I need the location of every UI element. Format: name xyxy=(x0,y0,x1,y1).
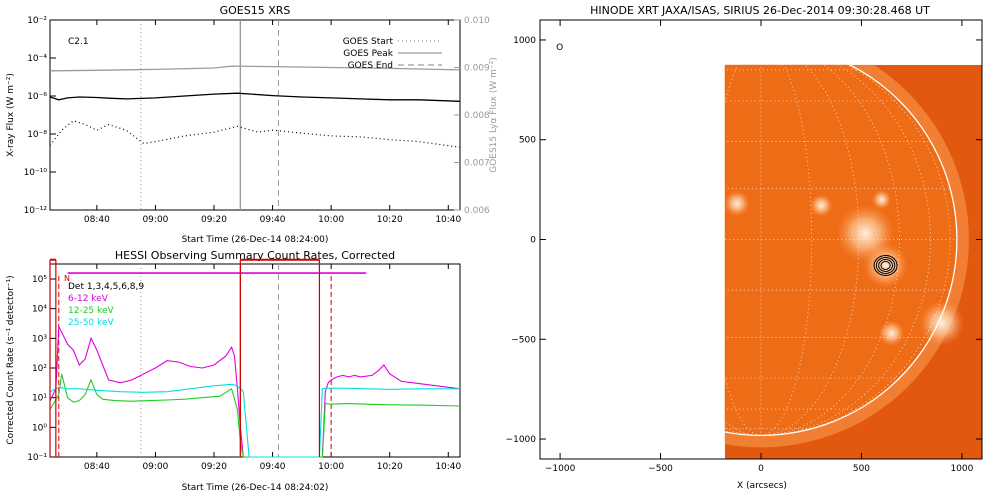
goes-series-group xyxy=(49,20,461,210)
bright-region xyxy=(919,300,965,346)
goes-y-tick-label: 10⁻⁸ xyxy=(27,130,47,140)
goes-x-tick-label: 10:00 xyxy=(318,215,344,225)
xrt-image-content xyxy=(724,64,982,459)
xrt-image-panel: HINODE XRT JAXA/ISAS, SIRIUS 26-Dec-2014… xyxy=(506,4,983,491)
goes-y2-tick-label: 0.009 xyxy=(464,64,490,74)
goes-legend-label: GOES Start xyxy=(343,37,394,47)
hessi-count-rate-chart: HESSI Observing Summary Count Rates, Cor… xyxy=(6,250,462,493)
hessi-legend: Det 1,3,4,5,6,8,9 6-12 keV 12-25 keV 25-50 … xyxy=(68,282,144,328)
image-tick-group: −1000 −500 0 500 1000 −1000 −500 0 500 1000 xyxy=(506,20,982,474)
hessi-y-tick-label: 10¹ xyxy=(32,394,47,404)
hessi-title: HESSI Observing Summary Count Rates, Cor… xyxy=(115,250,395,262)
hessi-y-tick-label: 10³ xyxy=(32,334,47,344)
goes-x-tick-label: 09:40 xyxy=(260,215,286,225)
hessi-x-tick-label: 09:20 xyxy=(201,462,227,472)
hessi-plot-frame xyxy=(49,263,461,458)
goes-y2-tick-label: 0.007 xyxy=(464,159,490,169)
goes-y2-tick-label: 0.010 xyxy=(464,16,490,26)
goes-legend: GOES Start GOES Peak GOES End xyxy=(343,37,442,71)
goes-x-tick-label: 09:00 xyxy=(142,215,168,225)
goes-y-tick-label: 10⁻¹⁰ xyxy=(24,168,48,178)
longitude-line xyxy=(760,64,900,436)
hessi-legend-label: 12-25 keV xyxy=(68,306,114,316)
goes-series-line-0 xyxy=(49,92,461,102)
solar-disk xyxy=(724,64,957,436)
goes-x-tick-label: 10:20 xyxy=(377,215,403,225)
image-x-axis-label: X (arcsecs) xyxy=(737,481,787,491)
longitude-line xyxy=(760,64,860,436)
hessi-series-line-1 xyxy=(49,373,461,458)
image-x-tick-label: 500 xyxy=(853,464,870,474)
hessi-y-axis-label: Corrected Count Rate (s⁻¹ detector⁻¹) xyxy=(6,275,16,444)
hessi-y-tick-label: 10² xyxy=(32,364,47,374)
hessi-x-tick-label: 09:00 xyxy=(142,462,168,472)
image-y-tick-label: 1000 xyxy=(513,36,536,46)
goes-y-axis-label: X-ray Flux (W m⁻²) xyxy=(6,73,16,157)
image-x-tick-label: −1000 xyxy=(545,464,576,474)
goes-y-tick-label: 10⁻² xyxy=(27,16,47,26)
goes-x-tick-label: 10:40 xyxy=(435,215,461,225)
hessi-series-line-2 xyxy=(49,383,460,458)
hessi-y-tick-label: 10⁵ xyxy=(32,275,47,285)
hessi-flag-label: N xyxy=(64,274,70,283)
hessi-y-tick-label: 10⁻¹ xyxy=(27,453,47,463)
hessi-x-tick-label: 09:40 xyxy=(260,462,286,472)
hessi-tick-group: 08:40 09:00 09:20 09:40 10:00 10:20 10:40 10⁻¹ 1… xyxy=(27,264,462,472)
hessi-contour xyxy=(880,260,891,270)
goes-xrs-chart: GOES15 XRS C2.1 08:40 09:00 09:20 09:40 10:0… xyxy=(6,4,499,245)
image-x-tick-label: −500 xyxy=(648,464,673,474)
hessi-legend-label: Det 1,3,4,5,6,8,9 xyxy=(68,282,144,292)
hessi-legend-label: 25-50 keV xyxy=(68,318,114,328)
goes-y-tick-label: 10⁻⁴ xyxy=(27,54,47,64)
hessi-x-tick-label: 10:00 xyxy=(318,462,344,472)
fov-clip-group xyxy=(724,64,982,459)
image-y-tick-label: −1000 xyxy=(506,435,537,445)
goes-x-axis-label: Start Time (26-Dec-14 08:24:00) xyxy=(182,235,329,245)
bright-region xyxy=(724,190,750,217)
hessi-series-line-0 xyxy=(49,326,461,458)
hessi-legend-label: 6-12 keV xyxy=(68,294,109,304)
image-corner-mark: O xyxy=(556,43,563,53)
hessi-x-tick-label: 08:40 xyxy=(84,462,110,472)
image-y-tick-label: 500 xyxy=(519,136,536,146)
hessi-x-tick-label: 10:40 xyxy=(435,462,461,472)
goes-class-label: C2.1 xyxy=(68,37,89,47)
goes-x-tick-label: 08:40 xyxy=(84,215,110,225)
longitude-line xyxy=(760,64,951,436)
solar-limb xyxy=(724,64,958,436)
bright-region xyxy=(871,189,892,210)
bright-region xyxy=(810,194,833,217)
hessi-contour xyxy=(875,256,896,274)
goes-y-tick-label: 10⁻⁶ xyxy=(27,92,47,102)
goes-series-line-1 xyxy=(49,120,461,148)
image-title: HINODE XRT JAXA/ISAS, SIRIUS 26-Dec-2014… xyxy=(590,4,930,17)
goes-title: GOES15 XRS xyxy=(220,4,291,17)
hessi-contour xyxy=(878,258,893,272)
goes-y2-tick-label: 0.008 xyxy=(464,111,490,121)
hessi-y-tick-label: 10⁰ xyxy=(32,423,47,433)
image-x-tick-label: 1000 xyxy=(950,464,973,474)
bright-region xyxy=(878,320,905,347)
hessi-y-tick-label: 10⁴ xyxy=(32,305,47,315)
hessi-contour xyxy=(873,254,898,276)
goes-series-line-2 xyxy=(49,65,461,72)
image-y-tick-label: −500 xyxy=(511,335,536,345)
goes-y2-tick-label: 0.006 xyxy=(464,206,490,216)
image-x-tick-label: 0 xyxy=(758,464,764,474)
goes-legend-label: GOES End xyxy=(348,61,393,71)
goes-y2-axis-label: GOES15 Lyα Flux (W m⁻²) xyxy=(489,57,499,173)
goes-plot-frame xyxy=(49,19,461,211)
hessi-x-axis-label: Start Time (26-Dec-14 08:24:02) xyxy=(182,483,329,493)
hessi-x-tick-label: 10:20 xyxy=(377,462,403,472)
image-y-tick-label: 0 xyxy=(530,236,536,246)
goes-legend-label: GOES Peak xyxy=(343,49,393,59)
hessi-series-group xyxy=(49,258,461,458)
goes-tick-group: 08:40 09:00 09:20 09:40 10:00 10:20 10:40 10⁻¹²… xyxy=(24,16,490,225)
goes-x-tick-label: 09:20 xyxy=(201,215,227,225)
bright-region xyxy=(836,204,895,263)
goes-y-tick-label: 10⁻¹² xyxy=(24,206,48,216)
